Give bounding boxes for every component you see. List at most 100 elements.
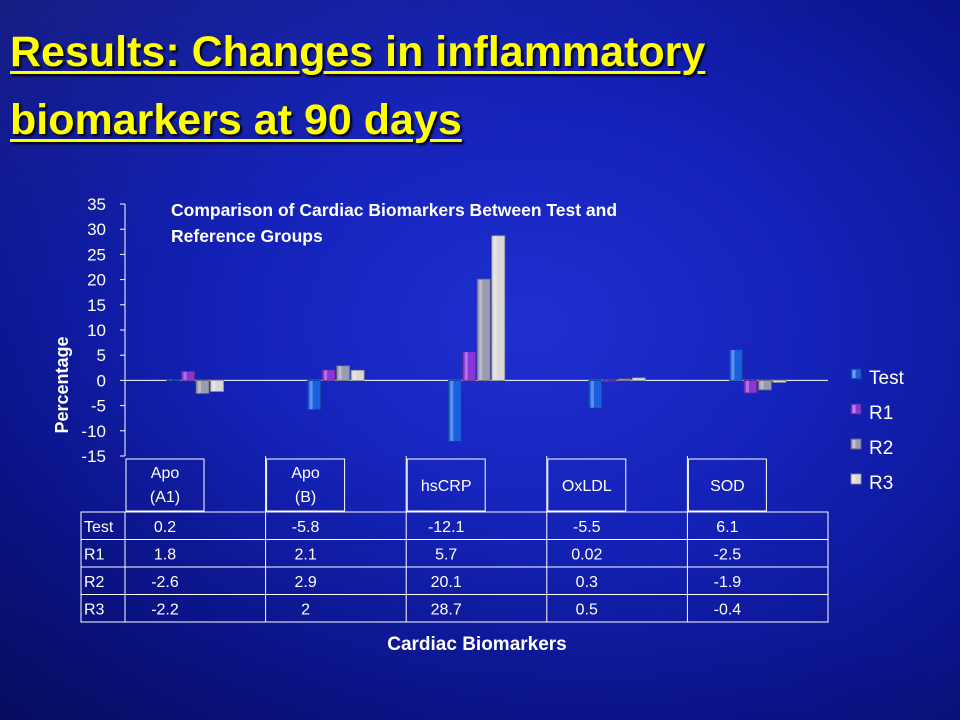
data-table-series-label: R1 bbox=[84, 546, 105, 563]
bar-highlight bbox=[605, 380, 609, 382]
bar-highlight bbox=[324, 370, 328, 380]
legend-label-r3: R3 bbox=[869, 473, 893, 494]
data-table-value: 2 bbox=[301, 601, 310, 618]
x-category-label: SOD bbox=[710, 478, 745, 495]
x-category-label: (A1) bbox=[150, 489, 180, 506]
bar-r2-0 bbox=[195, 379, 210, 394]
x-category-label: OxLDL bbox=[562, 478, 612, 495]
bar-highlight bbox=[774, 380, 778, 382]
bar-r3-4 bbox=[772, 379, 787, 383]
bar-highlight bbox=[479, 279, 483, 380]
bar-r3-3 bbox=[631, 377, 646, 381]
legend-swatch-highlight bbox=[852, 440, 856, 448]
bar-highlight bbox=[745, 380, 749, 393]
data-table-value: 20.1 bbox=[431, 574, 462, 591]
x-category-label: hsCRP bbox=[421, 478, 472, 495]
legend-swatch-highlight bbox=[852, 405, 856, 413]
y-tick-label: -5 bbox=[91, 397, 106, 416]
data-table-value: -5.5 bbox=[573, 519, 601, 536]
data-table-value: -2.6 bbox=[151, 574, 179, 591]
bar-highlight bbox=[634, 378, 638, 380]
bar-r1-0 bbox=[181, 370, 195, 381]
bar-r2-3 bbox=[617, 378, 632, 381]
category-header-cell bbox=[687, 458, 767, 512]
bar-r1-3 bbox=[602, 379, 617, 382]
bar-r3-2 bbox=[491, 235, 506, 381]
data-table-series-label: R3 bbox=[84, 601, 105, 618]
data-table-value: 1.8 bbox=[154, 546, 176, 563]
data-table-value: -5.8 bbox=[292, 519, 320, 536]
x-category-label: Apo bbox=[291, 465, 320, 482]
bar-r3-1 bbox=[350, 369, 365, 381]
legend-label-test: Test bbox=[869, 368, 905, 389]
y-tick-label: 0 bbox=[97, 371, 106, 390]
bar-r1-4 bbox=[743, 379, 758, 394]
category-header-cell bbox=[125, 458, 205, 512]
category-header-cell bbox=[406, 458, 486, 512]
data-table-value: -0.4 bbox=[714, 601, 742, 618]
bar-r1-2 bbox=[462, 351, 477, 381]
category-header-cell bbox=[547, 458, 627, 512]
legend-swatch-highlight bbox=[852, 370, 856, 378]
bar-highlight bbox=[183, 371, 187, 380]
data-table-value: 0.5 bbox=[576, 601, 598, 618]
data-table-value: 0.2 bbox=[154, 519, 176, 536]
bar-test-0 bbox=[166, 378, 181, 381]
y-tick-label: 15 bbox=[87, 296, 106, 315]
bar-highlight bbox=[760, 380, 764, 390]
data-table-value: -1.9 bbox=[714, 574, 742, 591]
bar-test-4 bbox=[729, 349, 743, 381]
bar-highlight bbox=[590, 380, 594, 408]
bar-highlight bbox=[493, 236, 497, 380]
bar-highlight bbox=[309, 380, 313, 410]
bar-test-2 bbox=[447, 379, 462, 442]
x-category-label: (B) bbox=[295, 489, 316, 506]
y-tick-label: 25 bbox=[87, 245, 106, 264]
legend-swatch-r3 bbox=[850, 473, 862, 485]
data-table-series-label: R2 bbox=[84, 574, 105, 591]
bar-highlight bbox=[450, 380, 454, 441]
y-tick-label: -15 bbox=[81, 447, 106, 466]
y-tick-label: -10 bbox=[81, 422, 106, 441]
legend-swatch-highlight bbox=[852, 475, 856, 483]
data-table-value: 2.1 bbox=[294, 546, 316, 563]
data-table-value: 5.7 bbox=[435, 546, 457, 563]
chart-title-line: Comparison of Cardiac Biomarkers Between… bbox=[171, 200, 617, 220]
bar-highlight bbox=[731, 350, 735, 380]
data-table-value: 0.3 bbox=[576, 574, 598, 591]
legend-swatch-r2 bbox=[850, 438, 862, 450]
bar-r2-2 bbox=[476, 278, 491, 381]
bar-r1-1 bbox=[321, 369, 336, 381]
y-tick-label: 5 bbox=[97, 346, 106, 365]
legend-label-r1: R1 bbox=[869, 403, 893, 424]
y-tick-label: 30 bbox=[87, 220, 106, 239]
category-header-cell bbox=[266, 458, 346, 512]
bar-highlight bbox=[212, 380, 216, 391]
data-table-value: -12.1 bbox=[428, 519, 465, 536]
data-table-value: 0.02 bbox=[571, 546, 602, 563]
data-table-value: 28.7 bbox=[431, 601, 462, 618]
legend-swatch-r1 bbox=[850, 403, 862, 415]
bar-r2-4 bbox=[758, 379, 772, 391]
y-axis-label: Percentage bbox=[52, 336, 72, 433]
bar-highlight bbox=[353, 370, 357, 380]
data-table-value: 2.9 bbox=[294, 574, 316, 591]
data-table-value: 6.1 bbox=[716, 519, 738, 536]
data-table-value: -2.2 bbox=[151, 601, 179, 618]
data-table-series-label: Test bbox=[84, 519, 114, 536]
bar-test-3 bbox=[588, 379, 603, 409]
x-category-label: Apo bbox=[151, 465, 180, 482]
legend-swatch-test bbox=[850, 368, 862, 380]
bar-highlight bbox=[169, 379, 173, 381]
chart-title-line: Reference Groups bbox=[171, 226, 323, 246]
y-tick-label: 10 bbox=[87, 321, 106, 340]
bar-r2-1 bbox=[336, 365, 351, 381]
bar-highlight bbox=[619, 379, 623, 380]
bar-r3-0 bbox=[210, 379, 224, 392]
slide-title-line-2: biomarkers at 90 days bbox=[10, 96, 462, 144]
slide-title: Results: Changes in inflammatory biomark… bbox=[10, 18, 910, 154]
data-table-value: -2.5 bbox=[714, 546, 742, 563]
y-tick-label: 35 bbox=[87, 195, 106, 214]
bar-test-1 bbox=[307, 379, 322, 411]
